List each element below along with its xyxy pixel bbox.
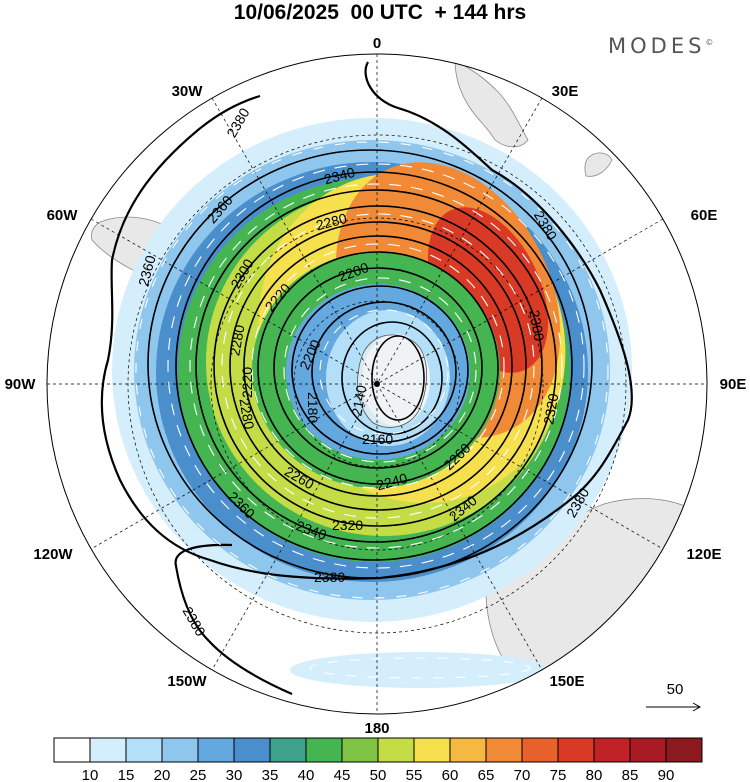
reference-vector: 50 <box>646 681 702 712</box>
colorbar-label: 85 <box>622 767 639 782</box>
contour-2180 <box>311 301 457 443</box>
colorbar-label: 65 <box>478 767 495 782</box>
lon-label-150w: 150W <box>167 673 207 690</box>
contour-labels: 2380 2380 2380 2380 2380 2360 2360 2360 … <box>135 105 592 639</box>
contour-label: 2280 <box>236 397 257 431</box>
contour-2300 <box>213 205 543 527</box>
lon-label-150e: 150E <box>549 673 584 690</box>
map-title: 10/06/2025 00 UTC + 144 hrs <box>233 1 527 24</box>
map-disc <box>47 54 707 714</box>
contour-label: 2320 <box>332 517 363 533</box>
contour-2360 <box>147 149 593 579</box>
lon-label-90e: 90E <box>720 376 747 393</box>
colorbar-label: 10 <box>82 767 99 782</box>
colorbar-label: 60 <box>442 767 459 782</box>
contour-label: 2240 <box>375 470 409 494</box>
contour-2320 <box>195 189 557 543</box>
colorbar-swatch <box>89 737 127 763</box>
contour-2260 <box>243 235 513 497</box>
contour-label: 2140 <box>348 384 369 418</box>
shade-pacific-band <box>290 652 550 688</box>
colorbar-swatch <box>413 737 451 763</box>
colorbar-label: 55 <box>406 767 423 782</box>
contour-2240 <box>257 251 499 485</box>
colorbar-label: 45 <box>334 767 351 782</box>
contour-label: 2380 <box>314 569 345 585</box>
contour-2200 <box>291 285 469 455</box>
colorbar-swatch <box>197 737 235 763</box>
lon-label-180: 180 <box>364 720 389 737</box>
contour-2220 <box>273 267 483 469</box>
colorbar-swatch <box>629 737 667 763</box>
colorbar-label: 25 <box>190 767 207 782</box>
colorbar-label: 20 <box>154 767 171 782</box>
vector-scale-label: 50 <box>667 681 684 698</box>
brand-logo: MODES© <box>608 34 713 58</box>
lon-label-120e: 120E <box>686 546 721 563</box>
lon-label-60w: 60W <box>47 207 79 224</box>
colorbar-swatch <box>665 737 703 763</box>
africa-land <box>454 59 529 148</box>
contour-label: 2220 <box>239 367 255 398</box>
lon-label-0: 0 <box>373 35 381 52</box>
colorbar-swatch <box>557 737 595 763</box>
colorbar-label: 40 <box>298 767 315 782</box>
contour-label: 2280 <box>226 323 247 357</box>
colorbar-swatch <box>593 737 631 763</box>
longitude-labels: 0 30E 60E 90E 120E 150E 180 150W 120W 90… <box>5 35 747 737</box>
colorbar-label: 50 <box>370 767 387 782</box>
colorbar-swatch <box>485 737 523 763</box>
colorbar-swatch <box>521 737 559 763</box>
colorbar-swatch <box>269 737 307 763</box>
lon-label-120w: 120W <box>33 546 73 563</box>
colorbar-label: 30 <box>226 767 243 782</box>
colorbar-label: 80 <box>586 767 603 782</box>
contour-2140 <box>371 335 425 421</box>
map-boundary <box>46 53 708 715</box>
contour-2380-sw <box>174 543 293 696</box>
contour-label: 2160 <box>362 431 393 447</box>
lon-label-30w: 30W <box>172 83 204 100</box>
colorbar-swatch <box>305 737 343 763</box>
colorbar-label: 75 <box>550 767 567 782</box>
brand-name: MODES <box>608 34 706 58</box>
colorbar-label: 90 <box>658 767 675 782</box>
contour-2280 <box>229 221 527 511</box>
madagascar-land <box>584 152 613 177</box>
colorbar-label: 70 <box>514 767 531 782</box>
pole-marker <box>374 381 380 387</box>
contour-label: 2340 <box>322 164 356 188</box>
colorbar-label: 15 <box>118 767 135 782</box>
colorbar-swatch <box>125 737 163 763</box>
contour-label: 2320 <box>540 392 561 426</box>
lon-label-60e: 60E <box>691 207 718 224</box>
colorbar-swatch <box>377 737 415 763</box>
contour-label: 2360 <box>135 253 159 287</box>
colorbar-swatch <box>161 737 199 763</box>
colorbar: 10 15 20 25 30 35 40 45 50 55 60 65 70 75 80 85 90 <box>53 737 703 782</box>
colorbar-swatch <box>53 737 91 763</box>
height-contours <box>100 61 633 696</box>
lon-label-90w: 90W <box>5 376 37 393</box>
contour-2340 <box>175 171 573 561</box>
contour-label: 2180 <box>305 392 321 423</box>
lon-label-30e: 30E <box>552 83 579 100</box>
wind-vectors <box>135 141 609 679</box>
colorbar-swatch <box>341 737 379 763</box>
contour-label: 2280 <box>314 210 348 234</box>
copyright-mark: © <box>705 38 714 47</box>
contour-2160 <box>341 321 443 435</box>
colorbar-swatch <box>233 737 271 763</box>
colorbar-label: 35 <box>262 767 279 782</box>
colorbar-swatch <box>449 737 487 763</box>
contour-label: 2300 <box>526 309 547 343</box>
